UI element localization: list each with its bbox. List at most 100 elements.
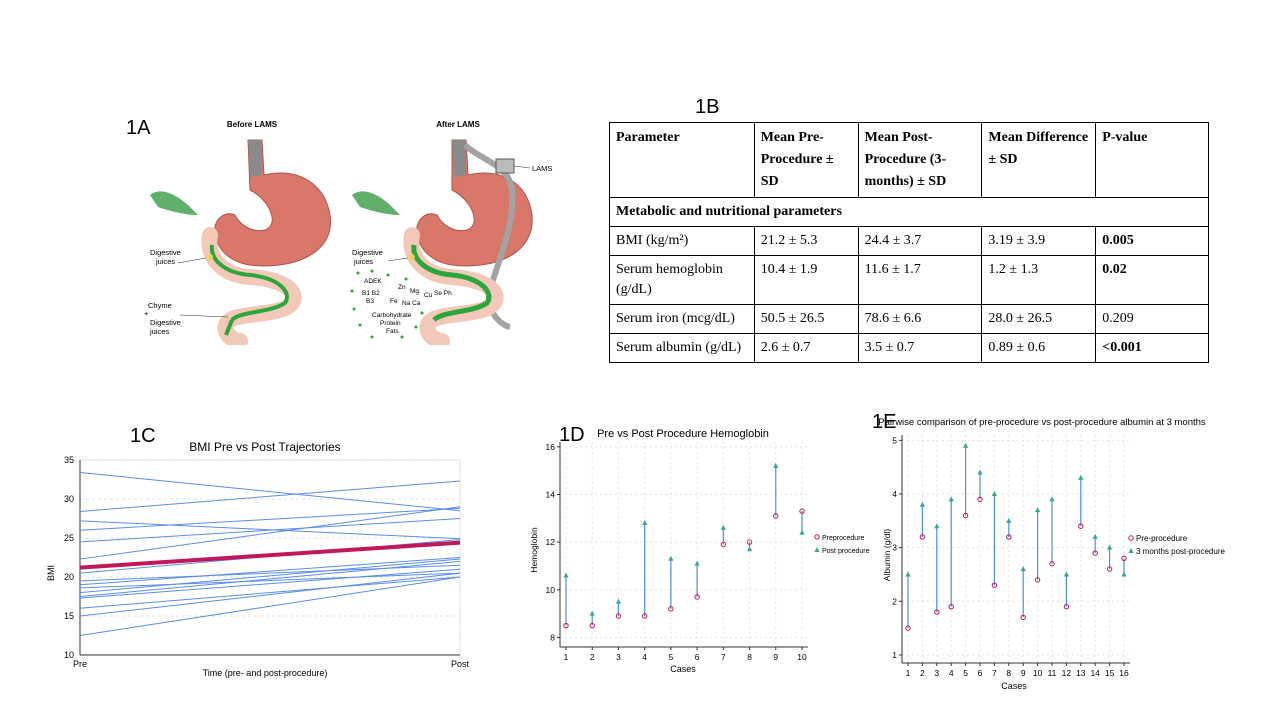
x-tick-label: 5 [669, 652, 674, 662]
x-tick-label: 8 [747, 652, 752, 662]
panel-label-1c: 1C [130, 425, 156, 447]
patient-trajectory-line [79, 576, 461, 636]
y-tick-label: 2 [892, 596, 897, 606]
p-value-cell: 0.209 [1095, 304, 1209, 334]
column-header: Mean Difference ± SD [981, 122, 1097, 198]
column-header: Mean Post-Procedure (3-months) ± SD [857, 122, 983, 198]
post-cell: 24.4 ± 3.7 [857, 226, 983, 256]
pre-procedure-point [563, 622, 569, 629]
pre-procedure-point [668, 606, 674, 612]
esophagus-shape [248, 140, 262, 177]
digestive-juice-dot [207, 254, 213, 260]
chyme-label-4: juices [149, 327, 169, 336]
nutrient-label: Protein [380, 320, 401, 327]
patient-trajectory-line [79, 568, 461, 599]
pre-procedure-point [746, 539, 753, 545]
y-tick-label: 10 [64, 650, 74, 660]
x-tick-label: 16 [1119, 668, 1129, 678]
x-tick-label: 9 [773, 652, 778, 662]
post-procedure-point [1035, 507, 1041, 513]
panel-label-1b: 1B [695, 96, 720, 118]
x-tick-label: 1 [564, 652, 569, 662]
x-tick-label: 1 [906, 668, 911, 678]
nutrient-label: Mg [410, 288, 419, 295]
p-value-cell: 0.005 [1095, 226, 1209, 256]
nutrient-label: Zn [398, 284, 406, 291]
post-procedure-point [668, 555, 674, 561]
x-tick-label: 13 [1076, 668, 1086, 678]
column-header: Mean Pre-Procedure ± SD [753, 122, 859, 198]
patient-trajectory-line [79, 558, 461, 594]
y-tick-label: 3 [892, 543, 897, 553]
digestive-juices-label-2: juices [155, 257, 175, 266]
chyme-label-3: Digestive [150, 318, 181, 327]
diff-cell: 28.0 ± 26.5 [981, 304, 1097, 334]
bmi-trajectory-chart: BMI Pre vs Post Trajectories Time (pre- … [46, 440, 470, 678]
x-tick-label: 4 [949, 668, 954, 678]
nutrient-label: Cu [424, 292, 433, 299]
y-tick-label: 16 [546, 442, 556, 452]
stomach-shape [214, 139, 331, 267]
x-tick-label: 7 [992, 668, 997, 678]
plot-area [902, 435, 1130, 663]
diff-cell: 0.89 ± 0.6 [981, 333, 1097, 363]
chyme-label-1: Chyme [148, 301, 172, 310]
post-procedure-point [905, 571, 911, 577]
legend-marker-pre [1128, 535, 1134, 541]
pre-procedure-point [799, 508, 805, 514]
pre-procedure-point [919, 534, 926, 540]
p-value-cell: 0.02 [1095, 255, 1209, 305]
column-header: P-value [1095, 122, 1209, 198]
nutrient-label: ADEK [364, 278, 382, 285]
y-tick-label: 12 [546, 537, 556, 547]
nutrient-label: B1 B2 [362, 290, 380, 297]
after-lams-title: After LAMS [436, 120, 480, 129]
pre-procedure-point [773, 513, 779, 519]
chyme-label-2: + [144, 309, 149, 318]
x-tick-label: 5 [963, 668, 968, 678]
y-tick-label: 20 [64, 572, 74, 582]
pre-procedure-point [934, 609, 940, 615]
x-tick-label: 6 [695, 652, 700, 662]
y-axis-label: Albumin (g/dl) [882, 529, 892, 582]
param-cell: Serum iron (mcg/dL) [609, 304, 755, 334]
pre-cell: 21.2 ± 5.3 [753, 226, 859, 256]
post-procedure-point [642, 520, 648, 526]
pre-procedure-point [1006, 534, 1012, 540]
post-procedure-point [1049, 496, 1055, 502]
mean-trajectory-line [79, 540, 461, 570]
table-row: Serum albumin (g/dL) 2.6 ± 0.7 3.5 ± 0.7… [609, 333, 1209, 363]
post-procedure-point [948, 496, 954, 502]
nutrient-label: Fe [390, 298, 398, 305]
pre-procedure-point [720, 541, 727, 548]
pre-procedure-point [1034, 577, 1041, 583]
x-tick-label: 2 [590, 652, 595, 662]
pre-procedure-point [1078, 523, 1084, 529]
x-tick-label: 3 [934, 668, 939, 678]
param-cell: Serum hemoglobin (g/dL) [609, 255, 755, 305]
post-cell: 11.6 ± 1.7 [857, 255, 983, 305]
x-tick-label: 12 [1062, 668, 1072, 678]
patient-trajectory-line [79, 572, 461, 589]
column-header: Parameter [609, 122, 755, 198]
digestive-juices-label-1: Digestive [150, 248, 181, 257]
pre-procedure-point [641, 613, 648, 619]
table-row: Serum iron (mcg/dL) 50.5 ± 26.5 78.6 ± 6… [609, 304, 1209, 334]
post-procedure-point [563, 572, 569, 578]
x-tick-label: Post [451, 659, 470, 669]
patient-trajectory-line [79, 506, 461, 560]
patient-trajectory-line [79, 507, 461, 531]
post-cell: 3.5 ± 0.7 [857, 333, 983, 363]
nutrient-label: Fats [386, 328, 399, 335]
pre-procedure-point [1106, 566, 1113, 572]
legend-label: Preprocedure [822, 535, 865, 542]
nutrient-label: B3 [366, 298, 374, 305]
x-tick-label: 9 [1021, 668, 1026, 678]
post-procedure-point [977, 469, 983, 475]
post-procedure-point [1063, 571, 1069, 577]
chyme-arrow [224, 319, 234, 336]
x-tick-label: 10 [1033, 668, 1043, 678]
x-tick-label: 14 [1090, 668, 1100, 678]
x-tick-label: 11 [1048, 668, 1057, 678]
panel-label-1a: 1A [126, 117, 151, 139]
